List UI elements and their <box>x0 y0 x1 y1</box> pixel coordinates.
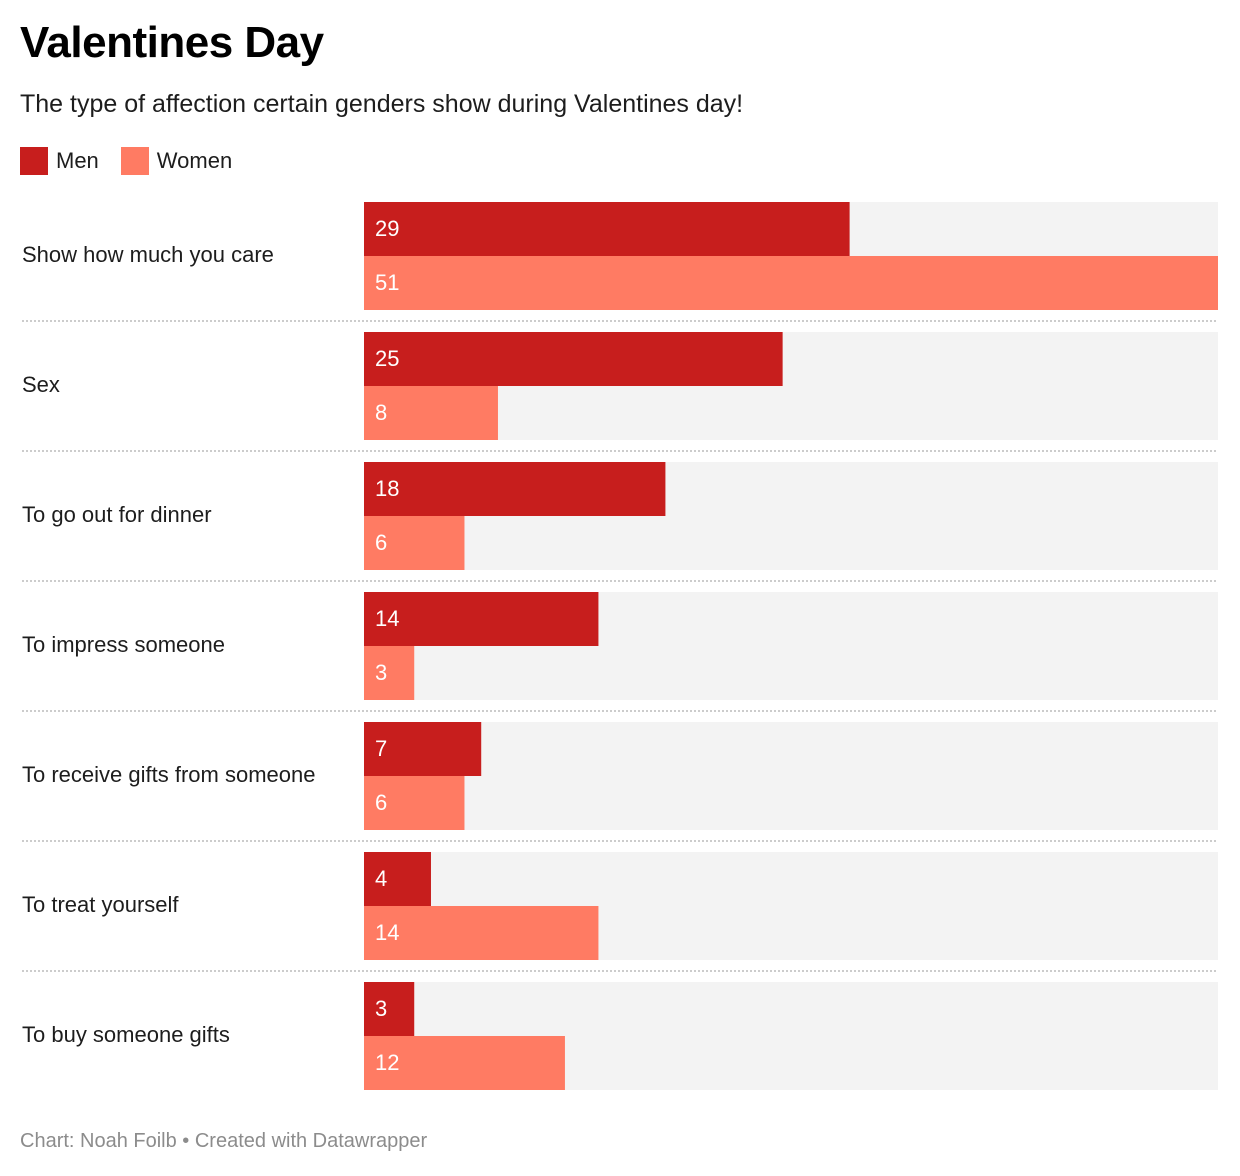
data-label-men: 18 <box>375 476 399 501</box>
data-label-men: 4 <box>375 866 387 891</box>
bar-track-to-receive-gifts-from-someone <box>364 722 1218 830</box>
bar-men-show-how-much-you-care <box>364 202 850 256</box>
data-label-women: 14 <box>375 920 399 945</box>
legend-swatch-women <box>120 147 149 175</box>
data-label-men: 25 <box>375 346 399 371</box>
legend-label-men: Men <box>56 148 99 173</box>
bar-women-to-impress-someone <box>364 646 415 700</box>
bar-men-to-receive-gifts-from-someone <box>364 722 482 776</box>
chart-subtitle: The type of affection certain genders sh… <box>20 90 744 118</box>
category-label: To buy someone gifts <box>22 1022 230 1047</box>
data-label-women: 6 <box>375 530 387 555</box>
category-label: Sex <box>22 372 60 397</box>
data-label-women: 8 <box>375 400 387 425</box>
category-label: To impress someone <box>22 632 225 657</box>
bar-women-to-treat-yourself <box>364 906 599 960</box>
bar-men-to-go-out-for-dinner <box>364 462 666 516</box>
legend: Men Women <box>20 147 232 175</box>
legend-label-women: Women <box>156 148 233 173</box>
data-label-men: 14 <box>375 606 399 631</box>
bar-men-to-impress-someone <box>364 592 599 646</box>
data-label-men: 29 <box>375 216 399 241</box>
chart-title: Valentines Day <box>20 18 324 67</box>
legend-swatch-men <box>20 147 48 175</box>
bar-women-to-buy-someone-gifts <box>364 1036 565 1090</box>
category-label: Show how much you care <box>22 242 274 267</box>
data-label-women: 51 <box>375 270 399 295</box>
data-label-men: 7 <box>375 736 387 761</box>
chart-credit: Chart: Noah Foilb • Created with Datawra… <box>20 1130 428 1152</box>
bar-women-show-how-much-you-care <box>364 256 1218 310</box>
bar-men-to-buy-someone-gifts <box>364 982 415 1036</box>
bar-women-to-receive-gifts-from-someone <box>364 776 465 830</box>
category-label: To receive gifts from someone <box>22 762 315 787</box>
category-label: To treat yourself <box>22 892 179 917</box>
bar-men-sex <box>364 332 783 386</box>
category-label: To go out for dinner <box>22 502 212 527</box>
data-label-women: 12 <box>375 1050 399 1075</box>
data-label-men: 3 <box>375 996 387 1021</box>
data-label-women: 3 <box>375 660 387 685</box>
bar-women-sex <box>364 386 498 440</box>
legend-item-men: Men <box>20 147 99 175</box>
data-label-women: 6 <box>375 790 387 815</box>
legend-item-women: Women <box>120 147 233 175</box>
bar-women-to-go-out-for-dinner <box>364 516 465 570</box>
bar-men-to-treat-yourself <box>364 852 431 906</box>
